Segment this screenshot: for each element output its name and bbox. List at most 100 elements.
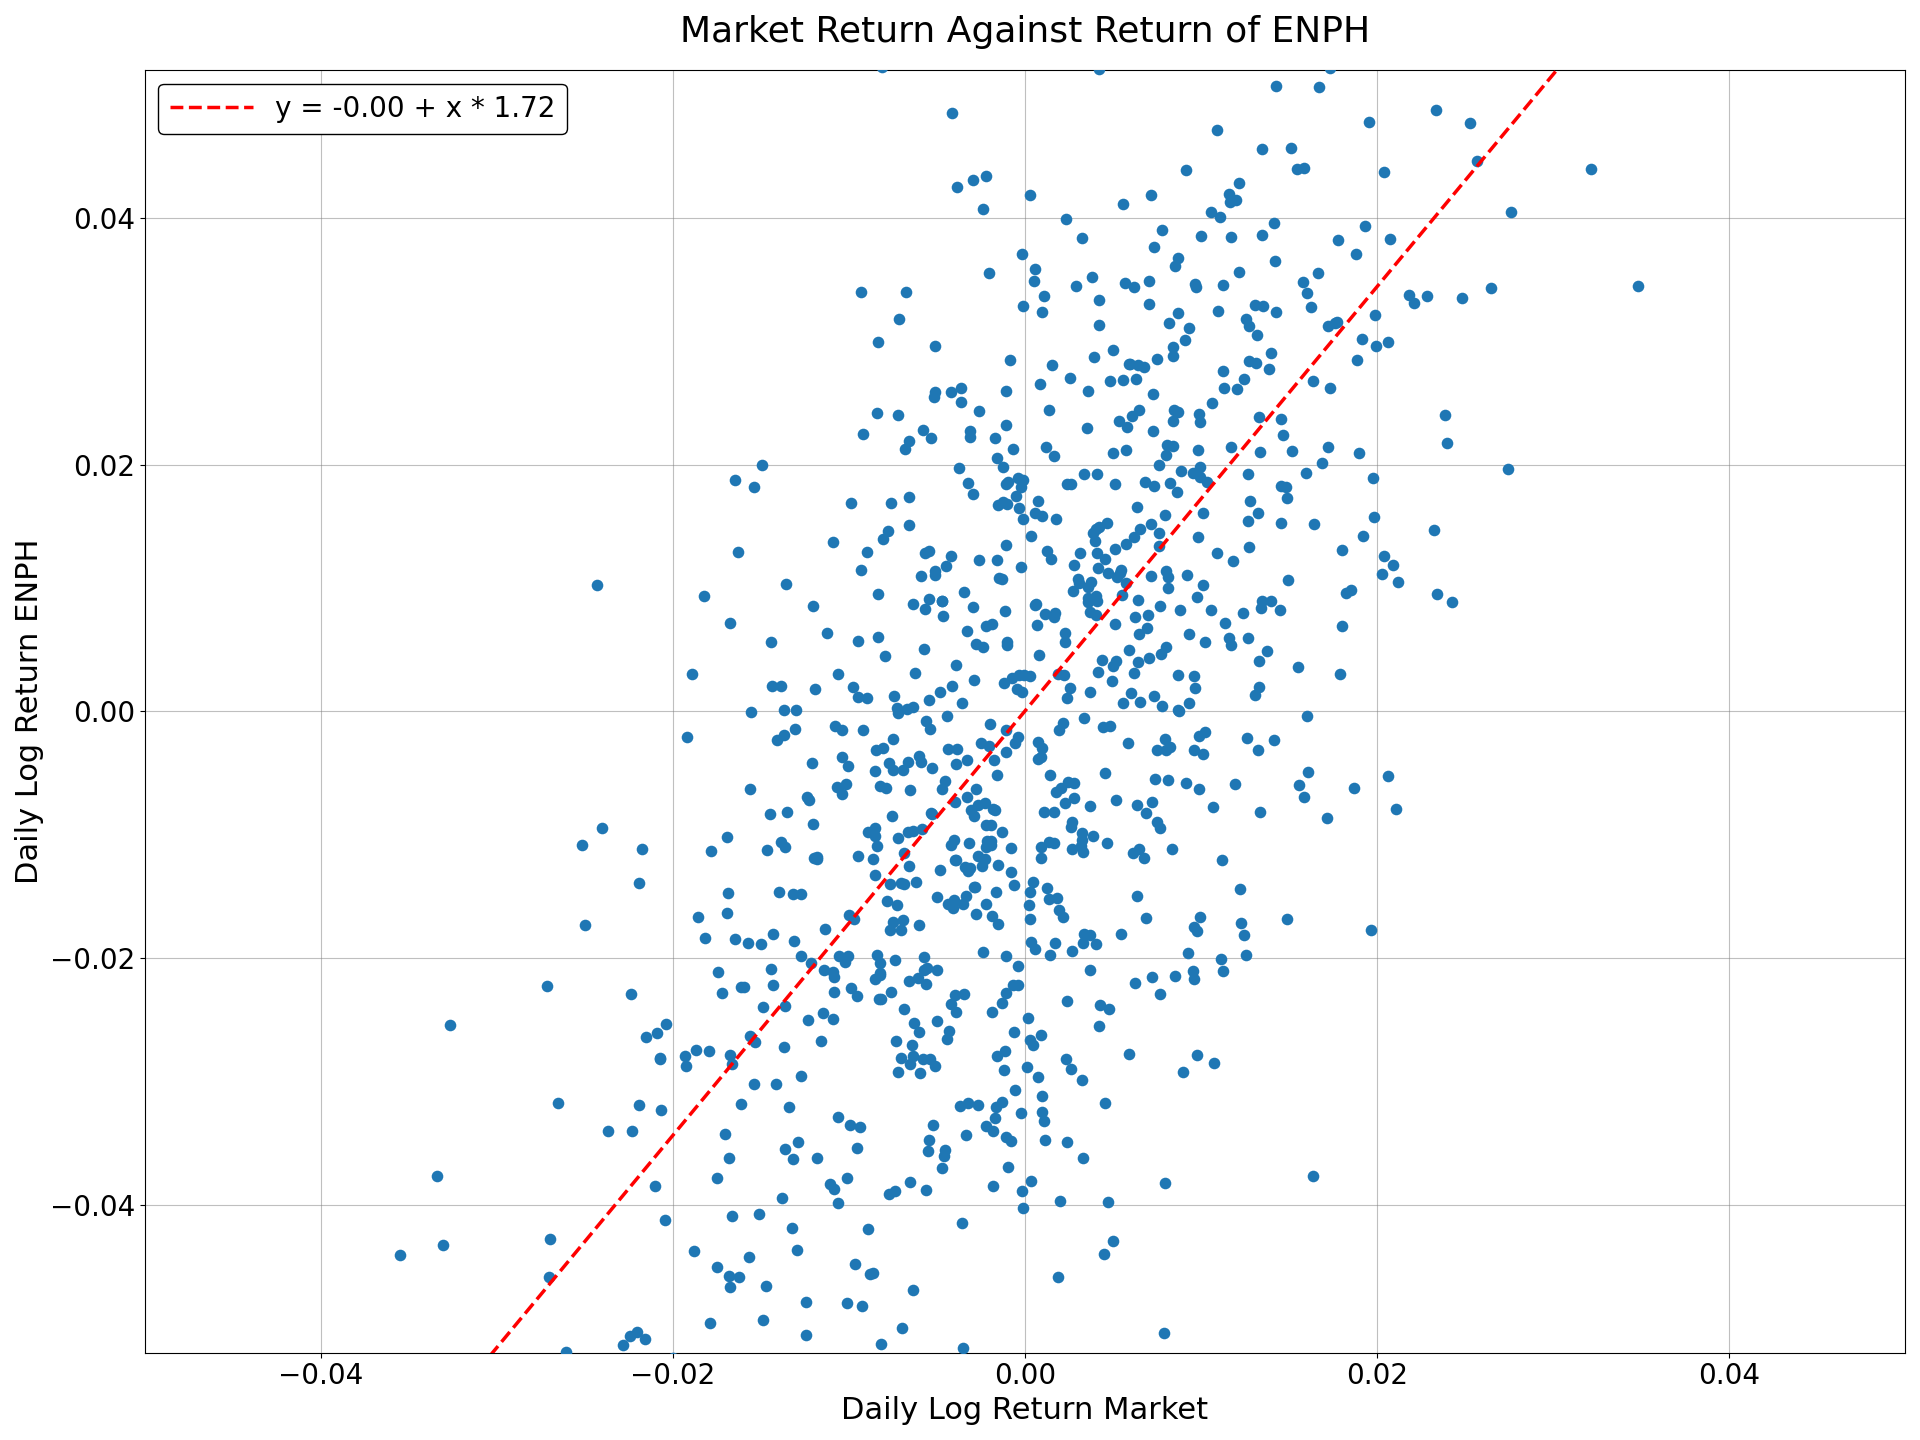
Point bbox=[899, 819, 929, 842]
Point bbox=[730, 975, 760, 998]
Point bbox=[755, 631, 785, 654]
Point bbox=[1436, 590, 1467, 613]
Point bbox=[1382, 570, 1413, 593]
Point bbox=[1083, 314, 1114, 337]
Point bbox=[762, 729, 793, 752]
Point bbox=[920, 334, 950, 357]
Point bbox=[1158, 344, 1188, 367]
Point bbox=[1265, 511, 1296, 534]
Point bbox=[1108, 585, 1139, 608]
Point bbox=[1114, 732, 1144, 755]
Point bbox=[860, 739, 891, 762]
Point bbox=[1327, 615, 1357, 638]
Point bbox=[1152, 566, 1183, 589]
Point bbox=[722, 540, 753, 563]
Point bbox=[1359, 304, 1390, 327]
Point bbox=[626, 837, 657, 860]
Point bbox=[1041, 887, 1071, 910]
Point bbox=[941, 1001, 972, 1024]
Point bbox=[1025, 746, 1056, 769]
Point bbox=[950, 884, 981, 907]
Point bbox=[783, 1130, 814, 1153]
Point bbox=[1340, 243, 1371, 266]
Point bbox=[874, 520, 904, 543]
Point bbox=[1039, 605, 1069, 628]
Point bbox=[983, 494, 1014, 517]
Point bbox=[879, 949, 910, 972]
Point bbox=[920, 382, 950, 405]
Point bbox=[1271, 907, 1302, 930]
Point bbox=[908, 1047, 939, 1070]
Point bbox=[1233, 726, 1263, 749]
Point bbox=[1018, 871, 1048, 894]
Point bbox=[947, 891, 977, 914]
Point bbox=[1323, 229, 1354, 252]
Point bbox=[1041, 602, 1071, 625]
Point bbox=[1089, 1243, 1119, 1266]
Point bbox=[1140, 739, 1171, 762]
Point bbox=[960, 876, 991, 899]
Point bbox=[968, 635, 998, 658]
Point bbox=[1002, 677, 1033, 700]
Point bbox=[935, 834, 966, 857]
Point bbox=[1146, 696, 1177, 719]
Point bbox=[695, 840, 726, 863]
Point bbox=[899, 696, 929, 719]
Point bbox=[1129, 356, 1160, 379]
Point bbox=[714, 1044, 745, 1067]
Point bbox=[814, 1172, 845, 1195]
Point bbox=[824, 945, 854, 968]
Point bbox=[1288, 785, 1319, 808]
Point bbox=[1048, 664, 1079, 687]
Point bbox=[1338, 776, 1369, 799]
Point bbox=[937, 380, 968, 403]
Point bbox=[672, 726, 703, 749]
Point bbox=[1475, 276, 1505, 300]
Point bbox=[755, 802, 785, 825]
Point bbox=[835, 491, 866, 514]
Point bbox=[877, 910, 908, 933]
Point bbox=[927, 1145, 958, 1168]
Point bbox=[797, 595, 828, 618]
Point bbox=[774, 1096, 804, 1119]
Point bbox=[1043, 1266, 1073, 1289]
Point bbox=[1246, 596, 1277, 619]
Point bbox=[964, 793, 995, 816]
Point bbox=[1235, 490, 1265, 513]
Point bbox=[1549, 20, 1580, 43]
Point bbox=[1400, 291, 1430, 314]
Point bbox=[841, 1136, 872, 1159]
Point bbox=[1027, 504, 1058, 527]
Point bbox=[1177, 461, 1208, 484]
Point bbox=[958, 596, 989, 619]
Point bbox=[1242, 324, 1273, 347]
Point bbox=[837, 675, 868, 698]
Point bbox=[1116, 405, 1146, 428]
Point bbox=[831, 1292, 862, 1315]
Point bbox=[956, 798, 987, 821]
Point bbox=[876, 805, 906, 828]
Point bbox=[1144, 816, 1175, 840]
Point bbox=[887, 909, 918, 932]
Point bbox=[1213, 626, 1244, 649]
Point bbox=[1106, 923, 1137, 946]
Point bbox=[820, 714, 851, 737]
Point bbox=[1114, 353, 1144, 376]
Point bbox=[1135, 183, 1165, 206]
Point bbox=[614, 1325, 645, 1348]
Point bbox=[1183, 778, 1213, 801]
Point bbox=[1054, 677, 1085, 700]
Point bbox=[739, 1031, 770, 1054]
Point bbox=[1215, 436, 1246, 459]
Point bbox=[1323, 311, 1354, 334]
Point bbox=[566, 834, 597, 857]
Point bbox=[1006, 556, 1037, 579]
Point bbox=[981, 446, 1012, 469]
Point bbox=[1325, 662, 1356, 685]
Point bbox=[906, 750, 937, 773]
Point bbox=[910, 1179, 941, 1202]
Point bbox=[895, 969, 925, 992]
Point bbox=[981, 763, 1012, 786]
Point bbox=[428, 1234, 459, 1257]
Point bbox=[1175, 46, 1206, 69]
